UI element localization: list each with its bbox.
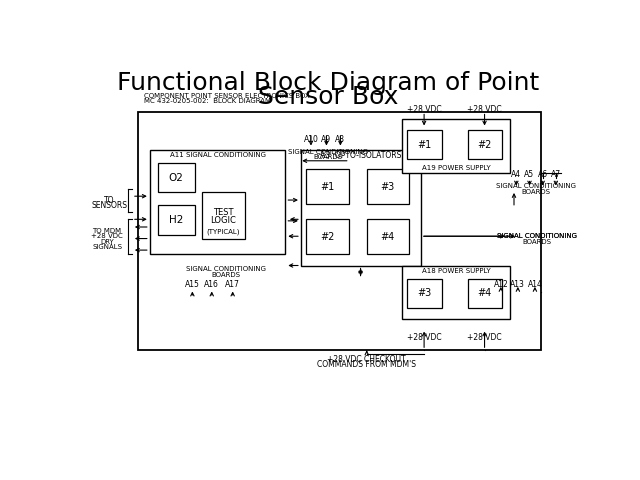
Text: SIGNALS: SIGNALS <box>92 244 122 250</box>
Text: +28 VDC: +28 VDC <box>92 233 123 239</box>
Text: A19 POWER SUPPLY: A19 POWER SUPPLY <box>422 165 490 171</box>
Text: A7: A7 <box>551 170 561 179</box>
Bar <box>138 111 541 350</box>
Text: A13: A13 <box>511 280 525 289</box>
Text: A4: A4 <box>511 170 522 179</box>
Text: BOARDS: BOARDS <box>211 272 240 278</box>
Text: #4: #4 <box>477 288 492 298</box>
Text: BOARDS: BOARDS <box>523 239 552 245</box>
Bar <box>467 130 502 159</box>
Text: A18 POWER SUPPLY: A18 POWER SUPPLY <box>422 268 490 274</box>
Text: LOGIC: LOGIC <box>211 216 236 225</box>
Bar <box>467 278 502 308</box>
Text: SIGNAL CONDITIONING: SIGNAL CONDITIONING <box>288 148 368 155</box>
Text: COMPONENT POINT SENSOR ELECTRONICS BOX: COMPONENT POINT SENSOR ELECTRONICS BOX <box>145 93 310 99</box>
Text: SENSORS: SENSORS <box>92 201 127 210</box>
Text: #4: #4 <box>381 232 395 242</box>
Text: H2: H2 <box>169 215 183 225</box>
Text: A14: A14 <box>527 280 542 289</box>
Bar <box>307 169 349 204</box>
Text: A16: A16 <box>204 280 219 289</box>
Text: #3: #3 <box>381 182 395 192</box>
Text: A12: A12 <box>493 280 508 289</box>
Text: #2: #2 <box>320 232 335 242</box>
Text: #2: #2 <box>477 140 492 150</box>
Text: #1: #1 <box>417 140 431 150</box>
Text: TO: TO <box>104 195 115 204</box>
Bar <box>402 119 510 173</box>
Bar <box>157 205 195 235</box>
Text: Sensor Box: Sensor Box <box>258 84 398 108</box>
Text: O2: O2 <box>169 173 184 183</box>
Text: A3  OPTO-ISOLATORS: A3 OPTO-ISOLATORS <box>320 151 402 160</box>
Bar <box>150 150 285 254</box>
Bar <box>407 130 442 159</box>
Text: TO MDM: TO MDM <box>93 228 122 234</box>
Text: MC 432-0205-002:  BLOCK DIAGRAM: MC 432-0205-002: BLOCK DIAGRAM <box>145 98 271 104</box>
Text: Functional Block Diagram of Point: Functional Block Diagram of Point <box>117 72 539 96</box>
Text: BOARDS: BOARDS <box>521 189 550 194</box>
Text: #1: #1 <box>320 182 334 192</box>
Text: DRY: DRY <box>100 239 114 245</box>
Text: #3: #3 <box>417 288 431 298</box>
Text: SIGNAL CONDITIONING: SIGNAL CONDITIONING <box>496 183 576 189</box>
Text: +28 VDC: +28 VDC <box>467 334 502 342</box>
Text: A8: A8 <box>335 135 346 144</box>
Text: SIGNAL CONDITIONING: SIGNAL CONDITIONING <box>497 233 577 239</box>
Text: BOARDS: BOARDS <box>314 154 342 160</box>
Bar <box>402 265 510 319</box>
Text: TEST: TEST <box>213 208 234 217</box>
Bar <box>202 192 245 239</box>
Text: A15: A15 <box>185 280 200 289</box>
Text: SIGNAL CONDITIONING: SIGNAL CONDITIONING <box>497 233 577 239</box>
Text: (TYPICAL): (TYPICAL) <box>207 228 240 235</box>
Text: A11 SIGNAL CONDITIONING: A11 SIGNAL CONDITIONING <box>170 152 266 157</box>
Text: A17: A17 <box>225 280 240 289</box>
Text: +28 VDC: +28 VDC <box>467 105 502 114</box>
Text: +28 VDC: +28 VDC <box>407 334 442 342</box>
Text: SIGNAL CONDITIONING: SIGNAL CONDITIONING <box>186 266 266 272</box>
Text: A9: A9 <box>321 135 332 144</box>
Bar <box>307 219 349 254</box>
Text: +28 VDC CHECKOUT: +28 VDC CHECKOUT <box>328 355 406 364</box>
Bar <box>407 278 442 308</box>
Text: COMMANDS FROM MDM'S: COMMANDS FROM MDM'S <box>317 360 416 369</box>
Bar <box>367 219 410 254</box>
Bar <box>301 150 421 265</box>
Text: +28 VDC: +28 VDC <box>407 105 442 114</box>
Text: A6: A6 <box>538 170 548 179</box>
Bar <box>157 163 195 192</box>
Text: A10: A10 <box>303 135 318 144</box>
Bar <box>367 169 410 204</box>
Text: A5: A5 <box>524 170 534 179</box>
